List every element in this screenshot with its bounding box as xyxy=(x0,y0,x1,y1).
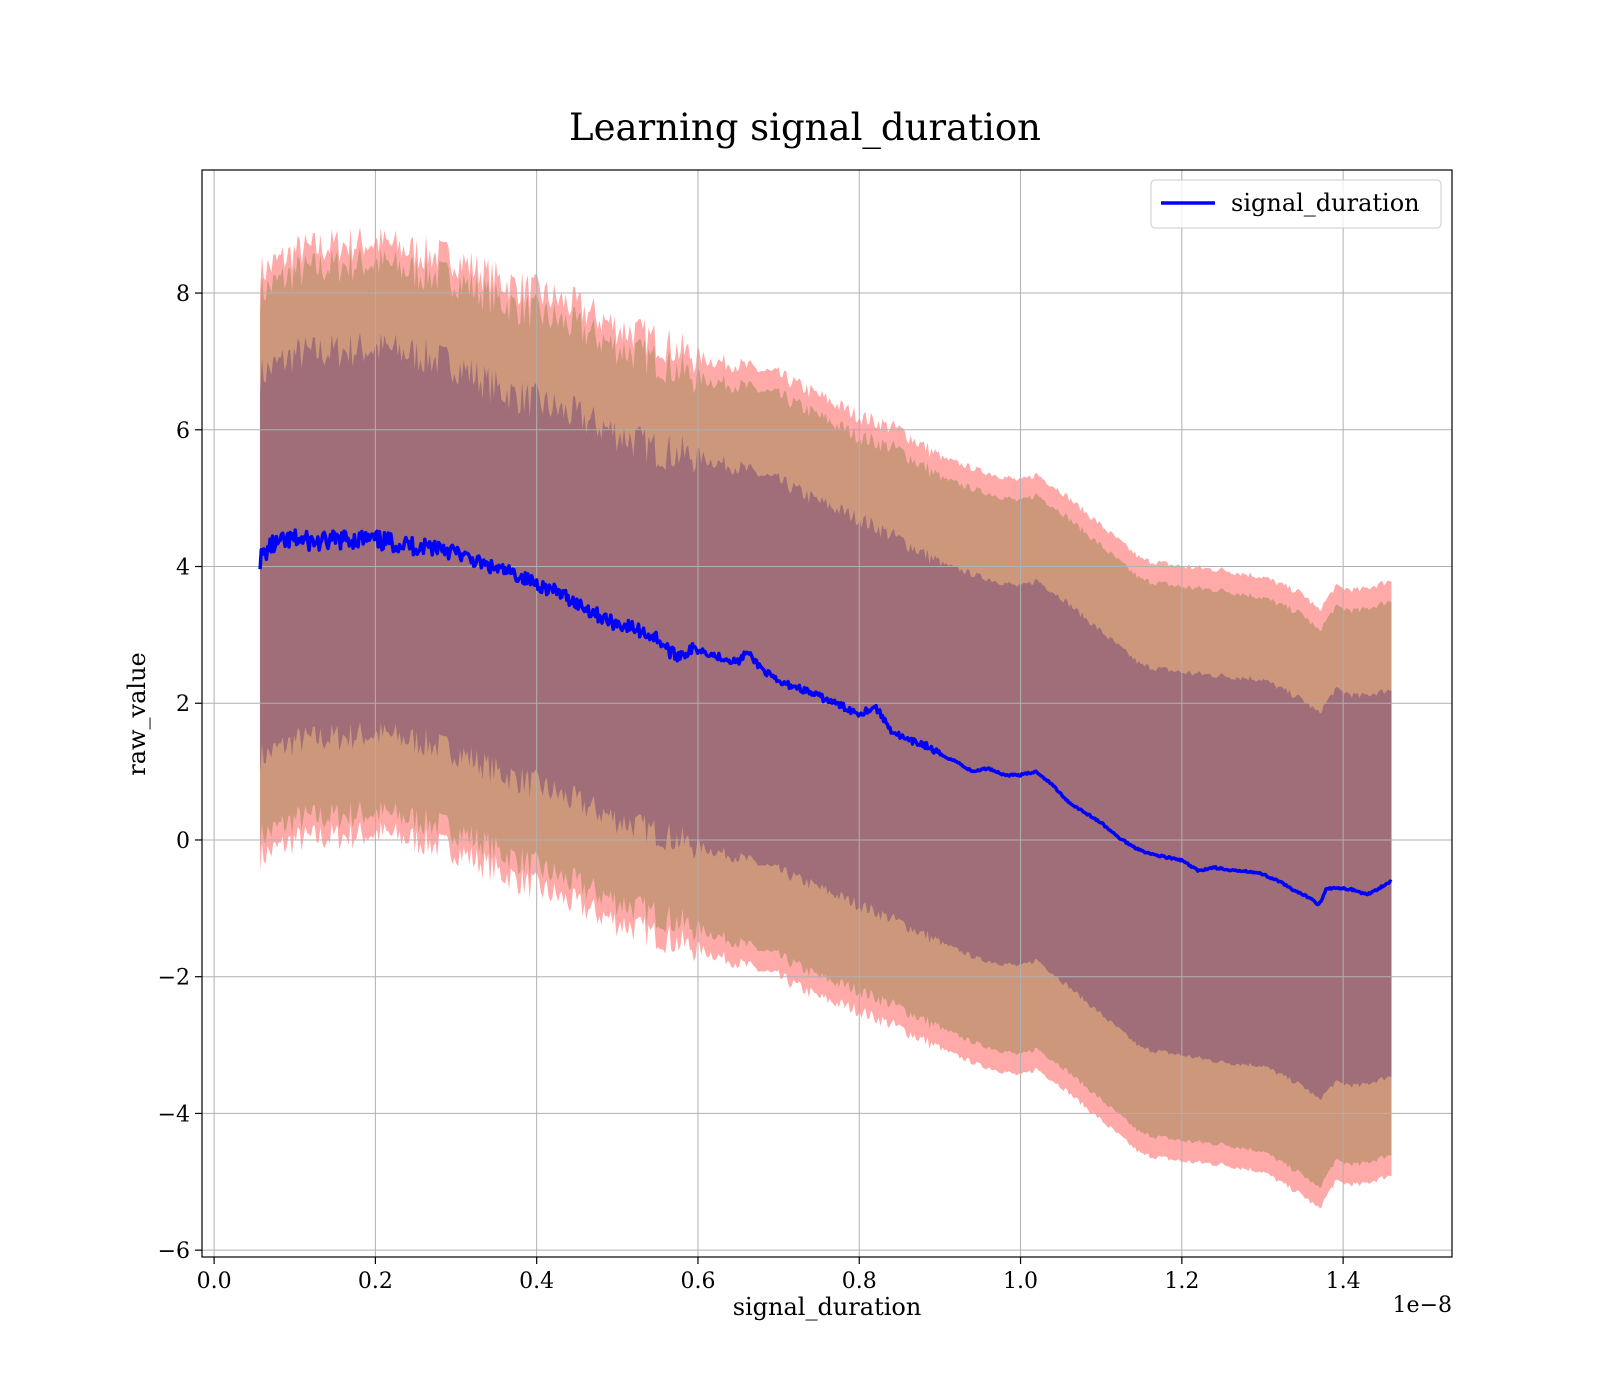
plot-frame xyxy=(201,169,1453,1258)
legend: signal_duration xyxy=(1150,179,1442,229)
series-line-signal-duration xyxy=(258,528,1393,907)
x-tick-label: 0.8 xyxy=(842,1269,877,1294)
confidence-bands xyxy=(260,226,1392,1209)
x-tick-label: 0.0 xyxy=(197,1269,232,1294)
x-tick-label: 1.4 xyxy=(1326,1269,1361,1294)
x-tick-label: 1.2 xyxy=(1164,1269,1199,1294)
x-axis-ticks: 0.0 0.2 0.4 0.6 0.8 1.0 1.2 1.4 xyxy=(197,1257,1361,1294)
x-tick-label: 0.4 xyxy=(519,1269,554,1294)
grid-lines xyxy=(202,170,1452,1257)
x-tick-label: 0.6 xyxy=(680,1269,715,1294)
x-axis-offset-label: 1e−8 xyxy=(1393,1293,1452,1318)
y-tick-label: 6 xyxy=(176,419,190,444)
chart-title: Learning signal_duration xyxy=(569,106,1041,150)
x-axis-label: signal_duration xyxy=(733,1293,922,1321)
legend-label: signal_duration xyxy=(1231,189,1420,217)
y-axis-ticks: −6 −4 −2 0 2 4 6 8 xyxy=(158,282,202,1264)
y-axis-label: raw_value xyxy=(123,652,151,776)
x-tick-label: 0.2 xyxy=(358,1269,393,1294)
y-tick-label: 4 xyxy=(176,556,190,581)
y-tick-label: −2 xyxy=(158,966,190,991)
y-tick-label: −6 xyxy=(158,1239,190,1264)
plot-area xyxy=(201,169,1453,1258)
series-lines xyxy=(258,528,1393,907)
inner-uncertainty-band xyxy=(260,332,1392,1100)
legend-box xyxy=(1150,179,1442,229)
y-tick-label: 8 xyxy=(176,282,190,307)
y-tick-label: −4 xyxy=(158,1102,190,1127)
x-tick-label: 1.0 xyxy=(1003,1269,1038,1294)
y-tick-label: 2 xyxy=(176,692,190,717)
y-tick-label: 0 xyxy=(176,829,190,854)
